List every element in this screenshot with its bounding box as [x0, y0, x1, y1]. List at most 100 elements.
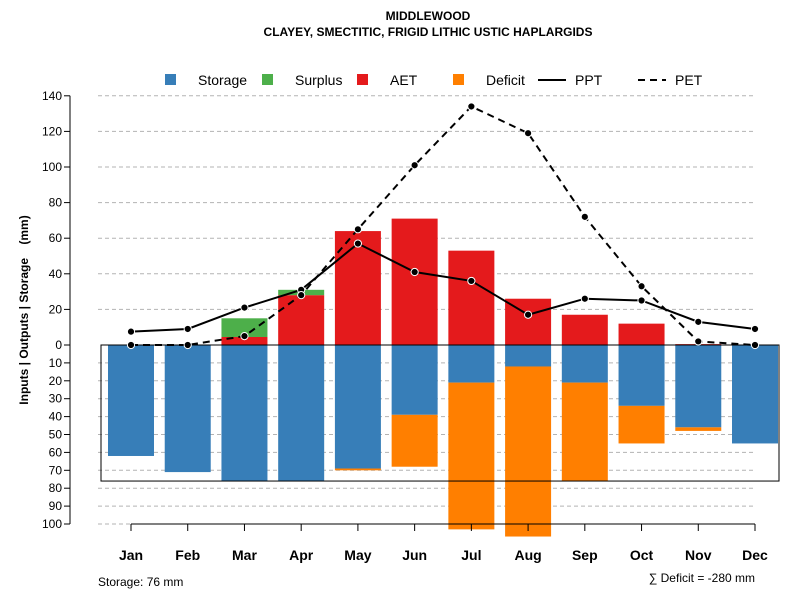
series-lines [126, 102, 760, 350]
ppt-point-dec [750, 324, 760, 334]
bar-surplus-mar [221, 318, 268, 337]
ppt-point-nov [694, 317, 703, 326]
x-tick-label-aug: Aug [514, 547, 541, 563]
y-tick-label: 100 [42, 517, 62, 531]
legend-swatch-storage [165, 74, 176, 85]
bar-deficit-nov [675, 427, 722, 431]
bar-aet-oct [618, 323, 665, 345]
bar-deficit-sep [561, 382, 608, 482]
ppt-point-may [353, 239, 363, 248]
y-tick-label: 20 [49, 374, 63, 388]
x-tick-label-sep: Sep [572, 547, 598, 563]
y-tick-label: 10 [49, 356, 63, 370]
bar-deficit-aug [505, 366, 552, 537]
legend-swatch-deficit [453, 74, 464, 85]
x-tick-label-feb: Feb [175, 547, 200, 563]
pet-point-apr [297, 291, 306, 300]
ppt-point-jun [410, 267, 419, 277]
y-tick-label: 60 [49, 231, 63, 245]
bar-storage-mar [221, 345, 268, 482]
y-tick-label: 50 [49, 428, 63, 442]
ppt-point-sep [580, 294, 589, 303]
deficit-sum-note: ∑ Deficit = -280 mm [649, 571, 755, 585]
ppt-point-aug [523, 310, 533, 319]
pet-point-dec [750, 340, 760, 350]
bar-storage-feb [164, 345, 211, 473]
x-tick-label-jul: Jul [461, 547, 481, 563]
x-tick-label-may: May [344, 547, 371, 563]
legend-label-aet: AET [390, 72, 418, 88]
bar-storage-sep [561, 345, 608, 383]
bar-storage-may [334, 345, 381, 469]
bar-storage-nov [675, 345, 722, 428]
y-tick-label: 40 [49, 410, 63, 424]
x-tick-label-dec: Dec [742, 547, 768, 563]
legend: Storage Surplus AET Deficit PPT PET [165, 72, 703, 88]
bar-storage-dec [732, 345, 778, 444]
bar-aet-apr [278, 295, 325, 345]
bar-storage-apr [278, 345, 325, 482]
pet-point-may [353, 225, 363, 234]
pet-point-feb [183, 340, 192, 350]
pet-point-mar [240, 332, 249, 341]
bar-deficit-oct [618, 405, 665, 444]
bar-storage-aug [505, 345, 552, 367]
ppt-point-feb [183, 324, 192, 334]
y-tick-label: 120 [42, 124, 62, 138]
pet-line [131, 105, 756, 346]
ppt-point-oct [637, 296, 646, 305]
bar-deficit-jun [391, 414, 438, 467]
x-tick-label-jan: Jan [119, 547, 143, 563]
ppt-line [130, 242, 756, 333]
y-tick-label: 40 [49, 267, 63, 281]
legend-label-pet: PET [675, 72, 703, 88]
x-tick-label-apr: Apr [289, 547, 314, 563]
y-tick-label: 20 [49, 302, 63, 316]
ppt-point-mar [240, 303, 249, 312]
x-tick-label-nov: Nov [685, 547, 712, 563]
bar-aet-sep [561, 314, 608, 345]
legend-label-ppt: PPT [575, 72, 603, 88]
y-tick-label: 90 [49, 499, 63, 513]
bar-storage-oct [618, 345, 665, 406]
bar-aet-may [334, 231, 381, 345]
ppt-point-jan [126, 327, 136, 336]
legend-label-deficit: Deficit [486, 72, 525, 88]
bar-storage-jul [448, 345, 495, 383]
y-tick-label: 0 [55, 338, 62, 352]
bar-aet-jul [448, 250, 495, 345]
y-tick-label: 80 [49, 196, 63, 210]
bar-deficit-may [334, 468, 381, 471]
pet-point-sep [580, 212, 589, 221]
x-tick-label-oct: Oct [630, 547, 654, 563]
y-tick-label: 140 [42, 89, 62, 103]
pet-point-nov [694, 337, 703, 346]
bars [108, 218, 778, 537]
bar-aet-jun [391, 218, 438, 345]
bar-storage-jun [391, 345, 438, 415]
pet-point-jan [126, 340, 136, 350]
storage-note: Storage: 76 mm [98, 575, 183, 589]
y-tick-label: 100 [42, 160, 62, 174]
chart-title: MIDDLEWOOD [386, 9, 471, 23]
pet-point-aug [523, 129, 533, 138]
bar-aet-mar [221, 336, 268, 345]
legend-swatch-aet [357, 74, 368, 85]
legend-label-surplus: Surplus [295, 72, 342, 88]
chart-subtitle: CLAYEY, SMECTITIC, FRIGID LITHIC USTIC H… [264, 25, 593, 39]
pet-point-jul [467, 102, 476, 111]
legend-swatch-surplus [262, 74, 273, 85]
axes: 0 20 40 60 80 100 120 140 10 20 30 40 50 60 70 80 90 100 J… [42, 89, 768, 563]
y-tick-label: 80 [49, 481, 63, 495]
pet-point-jun [410, 161, 419, 170]
y-axis-label: Inputs | Outputs | Storage (mm) [17, 215, 31, 404]
y-tick-label: 30 [49, 392, 63, 406]
x-tick-label-mar: Mar [232, 547, 257, 563]
bar-deficit-jul [448, 382, 495, 530]
bar-storage-jan [108, 345, 154, 456]
legend-label-storage: Storage [198, 72, 247, 88]
y-tick-label: 70 [49, 463, 63, 477]
pet-point-oct [637, 282, 646, 291]
ppt-point-jul [467, 276, 476, 286]
